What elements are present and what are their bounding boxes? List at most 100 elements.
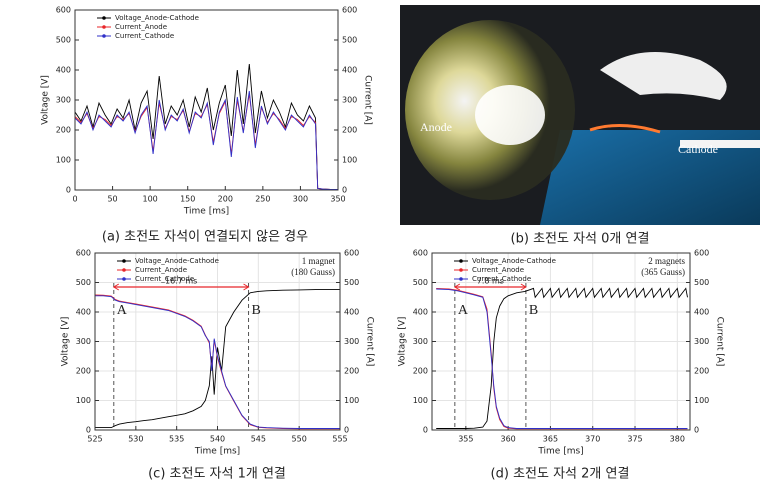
- y-tick-label: 200: [56, 126, 71, 135]
- plot-area: [75, 10, 338, 190]
- y-axis-label: Voltage [V]: [41, 75, 51, 125]
- note: (365 Gauss): [641, 267, 685, 277]
- y-tick-label: 200: [76, 367, 91, 376]
- y2-axis-label: Current [A]: [715, 317, 725, 367]
- y-tick-label: 100: [413, 396, 428, 405]
- legend-label: Current_Cathode: [472, 275, 531, 283]
- y2-tick-label: 100: [342, 156, 357, 165]
- y-tick-label: 100: [56, 156, 71, 165]
- y2-tick-label: 200: [344, 367, 359, 376]
- legend-marker: [102, 34, 106, 38]
- y-tick-label: 0: [86, 426, 91, 435]
- y2-tick-label: 300: [694, 337, 709, 346]
- y-tick-label: 400: [76, 308, 91, 317]
- y-tick-label: 600: [56, 6, 71, 15]
- series-line: [436, 287, 688, 429]
- photo-label: Anode: [420, 120, 452, 134]
- x-tick-label: 355: [458, 435, 473, 444]
- x-tick-label: 0: [72, 195, 77, 204]
- x-tick-label: 350: [330, 195, 345, 204]
- legend-marker: [459, 277, 463, 281]
- y2-tick-label: 0: [342, 186, 347, 195]
- y2-tick-label: 500: [342, 36, 357, 45]
- y2-tick-label: 200: [694, 367, 709, 376]
- y2-axis-label: Current [A]: [365, 317, 375, 367]
- legend-label: Current_Cathode: [115, 32, 174, 40]
- legend-label: Current_Anode: [135, 266, 187, 274]
- y-tick-label: 300: [413, 337, 428, 346]
- y2-tick-label: 500: [694, 278, 709, 287]
- y-axis-label: Voltage [V]: [61, 317, 71, 367]
- x-tick-label: 365: [543, 435, 558, 444]
- y-tick-label: 400: [56, 66, 71, 75]
- y-tick-label: 0: [66, 186, 71, 195]
- y2-axis-label: Current [A]: [363, 75, 373, 125]
- x-tick-label: 200: [218, 195, 233, 204]
- legend-label: Current_Anode: [472, 266, 524, 274]
- y-tick-label: 500: [76, 278, 91, 287]
- event-label: A: [117, 303, 128, 318]
- legend-label: Voltage_Anode-Cathode: [472, 257, 556, 265]
- y-tick-label: 100: [76, 396, 91, 405]
- y2-tick-label: 600: [344, 249, 359, 258]
- legend-marker: [102, 16, 106, 20]
- y-tick-label: 0: [423, 426, 428, 435]
- y-tick-label: 400: [413, 308, 428, 317]
- x-tick-label: 375: [627, 435, 642, 444]
- x-tick-label: 360: [500, 435, 515, 444]
- y-tick-label: 200: [413, 367, 428, 376]
- event-label: B: [252, 303, 261, 318]
- legend-label: Current_Cathode: [135, 275, 194, 283]
- y2-tick-label: 300: [344, 337, 359, 346]
- x-tick-label: 530: [128, 435, 143, 444]
- series-line: [436, 288, 688, 429]
- y-axis-label: Voltage [V]: [398, 317, 408, 367]
- arc: [589, 123, 661, 134]
- legend-marker: [102, 25, 106, 29]
- y2-tick-label: 100: [694, 396, 709, 405]
- series-line: [74, 63, 338, 190]
- x-tick-label: 545: [251, 435, 266, 444]
- event-label: B: [529, 303, 538, 318]
- arrow-head: [453, 283, 527, 291]
- y2-tick-label: 400: [344, 308, 359, 317]
- x-tick-label: 535: [169, 435, 184, 444]
- series-line: [95, 289, 340, 429]
- x-tick-label: 540: [210, 435, 225, 444]
- x-axis-label: Time [ms]: [537, 447, 583, 457]
- y2-tick-label: 500: [344, 278, 359, 287]
- note: 1 magnet: [302, 256, 336, 266]
- note: 2 magnets: [648, 256, 685, 266]
- y2-tick-label: 400: [342, 66, 357, 75]
- y-tick-label: 600: [76, 249, 91, 258]
- series-line: [95, 295, 340, 429]
- x-axis-label: Time [ms]: [194, 447, 240, 457]
- legend-label: Voltage_Anode-Cathode: [135, 257, 219, 265]
- legend-marker: [122, 259, 126, 263]
- x-tick-label: 300: [293, 195, 308, 204]
- legend-marker: [459, 259, 463, 263]
- plasma-core: [475, 85, 545, 145]
- x-tick-label: 525: [87, 435, 102, 444]
- plot-frame: [94, 252, 341, 431]
- legend-marker: [122, 277, 126, 281]
- legend-label: Current_Anode: [115, 23, 167, 31]
- caption: (b) 초전도 자석 0개 연결: [511, 232, 650, 247]
- photo-label: Cathode: [678, 142, 718, 156]
- interval-label: 16.7 ms: [165, 277, 197, 286]
- y-tick-label: 600: [413, 249, 428, 258]
- interval-label: 7.8 ms: [477, 277, 504, 286]
- y2-tick-label: 100: [344, 396, 359, 405]
- y2-tick-label: 0: [694, 426, 699, 435]
- y2-tick-label: 600: [342, 6, 357, 15]
- x-tick-label: 50: [107, 195, 117, 204]
- x-tick-label: 100: [143, 195, 158, 204]
- reflection: [600, 52, 727, 100]
- plot-frame: [431, 252, 691, 431]
- caption: (c) 초전도 자석 1개 연결: [148, 467, 286, 482]
- y2-tick-label: 300: [342, 96, 357, 105]
- y2-tick-label: 400: [694, 308, 709, 317]
- x-axis-label: Time [ms]: [183, 207, 229, 217]
- x-tick-label: 550: [292, 435, 307, 444]
